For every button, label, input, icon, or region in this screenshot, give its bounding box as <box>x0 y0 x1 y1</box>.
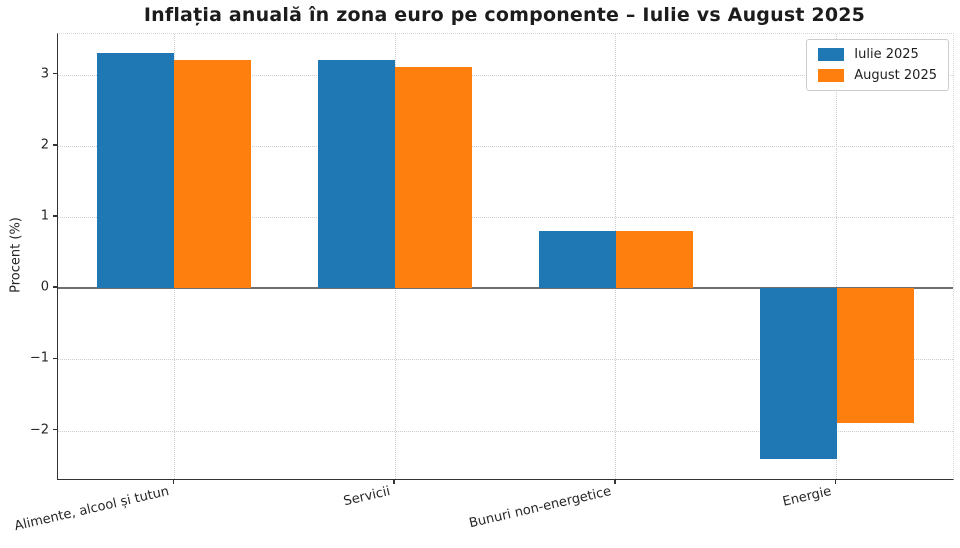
bar-iulie-2025-cat2 <box>318 60 396 289</box>
y-tick-label-2: 2 <box>40 137 49 153</box>
x-tick-4 <box>834 479 837 484</box>
legend-swatch-august-2025 <box>818 69 845 82</box>
x-tick-label-4: Energie <box>781 484 834 510</box>
bar-august-2025-cat2 <box>395 67 473 289</box>
y-tick-label--1: −1 <box>29 350 49 366</box>
legend-label-iulie-2025: Iulie 2025 <box>854 47 919 62</box>
gridline-y-1 <box>58 216 953 218</box>
y-tick-label-1: 1 <box>40 208 49 224</box>
bar-iulie-2025-cat1 <box>97 53 175 289</box>
legend-item-august-2025: August 2025 <box>818 68 937 83</box>
x-tick-label-2: Servicii <box>342 484 392 510</box>
legend: Iulie 2025 August 2025 <box>806 39 949 91</box>
y-tick-label-3: 3 <box>40 66 49 82</box>
bar-august-2025-cat3 <box>615 231 693 289</box>
y-tick-3 <box>53 72 57 75</box>
plot-area <box>57 33 954 480</box>
bar-august-2025-cat4 <box>836 288 914 424</box>
y-tick-1 <box>53 215 57 217</box>
x-tick-2 <box>393 479 395 484</box>
zero-line <box>58 287 953 290</box>
gridline-y-3 <box>58 74 953 76</box>
legend-swatch-iulie-2025 <box>818 48 845 61</box>
y-axis-label: Procent (%) <box>8 217 24 293</box>
y-tick--2 <box>53 428 57 431</box>
bar-iulie-2025-cat4 <box>759 288 837 460</box>
x-tick-label-3: Bunuri non-energetice <box>467 484 613 532</box>
chart-title: Inflația anuală în zona euro pe componen… <box>143 4 866 26</box>
y-tick-label--2: −2 <box>29 422 49 438</box>
x-tick-1 <box>172 479 175 484</box>
gridline-y-2 <box>58 145 953 147</box>
x-tick-3 <box>614 479 616 484</box>
legend-label-august-2025: August 2025 <box>854 68 937 83</box>
legend-item-iulie-2025: Iulie 2025 <box>818 47 937 62</box>
gridline-y--2 <box>58 430 953 432</box>
bar-iulie-2025-cat3 <box>538 231 616 289</box>
y-tick-2 <box>53 144 57 146</box>
gridline-x-4 <box>836 34 838 479</box>
y-tick-0 <box>53 286 57 288</box>
bar-august-2025-cat1 <box>174 60 252 289</box>
y-tick-label-0: 0 <box>40 279 49 295</box>
x-tick-label-1: Alimente, alcool și tutun <box>13 484 171 535</box>
gridline-y--1 <box>58 359 953 361</box>
y-tick--1 <box>53 357 57 360</box>
